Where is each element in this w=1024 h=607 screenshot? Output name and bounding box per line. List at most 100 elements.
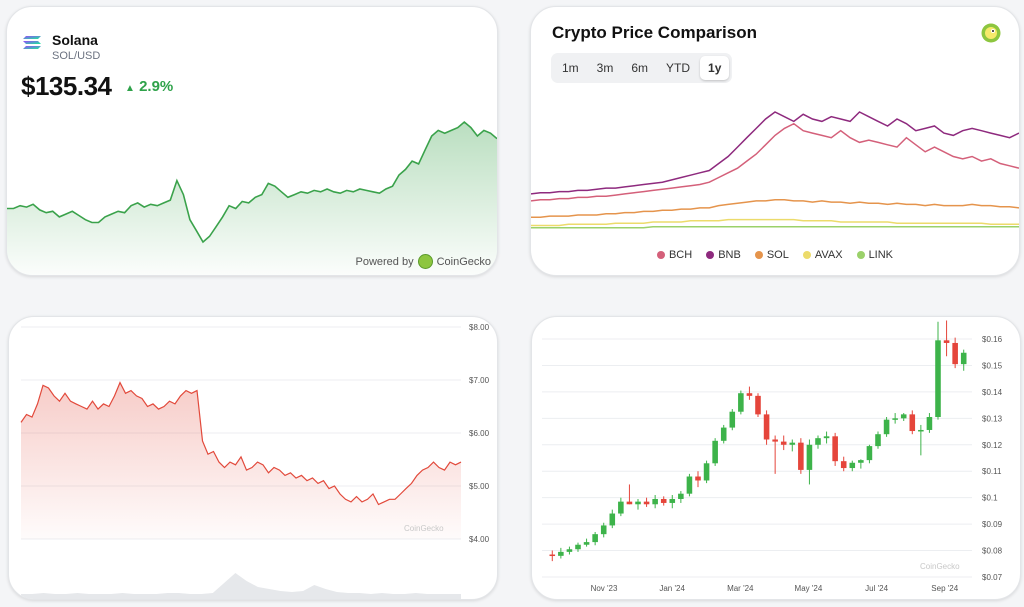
tab-ytd[interactable]: YTD [666,61,691,75]
tab-1m[interactable]: 1m [562,61,579,75]
candle-body [892,418,898,420]
candle-body [652,498,658,505]
y-tick-label: $0.1 [982,494,998,503]
current-price: $135.34 [21,71,112,101]
legend-dot [656,251,665,259]
candle-body [626,501,633,505]
chart-legend: BCH BNB SOL AVAX LINK [531,249,1019,261]
candle-body [918,429,924,432]
powered-by-label: Powered by [355,255,414,268]
y-tick-label: $0.14 [982,388,1003,397]
candle-body [755,395,761,415]
y-tick-label: $0.09 [982,520,1003,529]
comparison-title: Crypto Price Comparison [552,23,757,42]
coingecko-logo-icon [981,23,1001,43]
candle-body [583,542,590,545]
up-arrow-icon: ▲ [125,83,135,94]
series-line-sol [531,199,1019,219]
candle-body [729,411,736,428]
candle-body [780,441,787,445]
x-tick-label: Mar '24 [727,584,754,593]
legend-dot [706,251,715,259]
time-range-tabs: 1m 3m 6m YTD 1y [551,53,733,83]
y-tick-label: $0.12 [982,441,1003,450]
candlestick-chart-card: $0.16 $0.15 $0.14 $0.13 $0.12 $0.11 $0.1 $0.09 $… [531,316,1021,600]
candle-body [952,342,958,365]
candle-body [746,393,753,396]
solana-logo-icon [23,35,41,51]
y-tick-label: $5.00 [469,482,490,491]
candle-body [832,436,838,462]
x-tick-label: Jul '24 [865,584,888,593]
legend-dot [754,251,763,259]
candle-body [678,493,684,499]
candle-body [798,442,804,470]
watermark-text: CoinGecko [920,562,960,571]
series-line-bch [531,122,1019,202]
solana-area-fill [7,122,497,275]
series-line-bnb [531,111,1019,195]
candle-body [866,446,873,461]
legend-item-bch[interactable]: BCH [656,249,693,261]
red-area-chart-card: $8.00 $7.00 $6.00 $5.00 $4.00 CoinGecko [8,316,498,600]
candle-body [720,427,727,441]
candle-body [643,501,650,505]
tab-3m[interactable]: 3m [596,61,614,75]
legend-label: BCH [668,249,693,261]
y-tick-label: $0.15 [982,361,1003,370]
coin-name: Solana [52,32,98,48]
candle-body [592,534,598,543]
coin-pair: SOL/USD [52,50,101,62]
legend-dot [856,251,865,259]
y-tick-label: $4.00 [469,535,490,544]
candle-body [772,439,778,442]
legend-label: SOL [766,249,789,261]
powered-by[interactable]: Powered by CoinGecko [355,254,491,269]
candle-body [943,340,950,343]
coingecko-logo-icon [417,254,433,269]
candle-body [789,442,796,445]
candle-body [635,501,641,505]
candle-body [618,501,624,514]
y-tick-label: $0.07 [982,573,1003,582]
solana-area-chart [7,120,497,275]
candle-body [840,461,847,469]
legend-item-sol[interactable]: SOL [754,249,789,261]
red-area-fill [21,382,461,539]
candle-body [926,417,933,430]
crypto-comparison-card: Crypto Price Comparison 1m 3m 6m YTD 1y … [530,6,1020,276]
legend-item-avax[interactable]: AVAX [802,249,843,261]
candle-body [849,462,856,469]
legend-label: BNB [718,249,741,261]
legend-item-link[interactable]: LINK [856,249,894,261]
legend-label: LINK [868,249,894,261]
brand-label: CoinGecko [436,255,491,268]
candle-body [558,551,564,556]
candle-body [909,414,916,432]
candle-body [763,414,770,440]
candle-body [695,476,701,481]
tab-6m[interactable]: 6m [631,61,649,75]
candle-body [815,438,821,445]
price-change: ▲ 2.9% [125,78,173,95]
candle-body [575,544,581,550]
tab-1y[interactable]: 1y [700,56,730,80]
candle-body [549,554,556,557]
candle-body [566,549,573,552]
x-tick-label: Jan '24 [659,584,685,593]
candle-body [600,525,607,535]
x-tick-label: Sep '24 [931,584,958,593]
x-tick-label: Nov '23 [591,584,618,593]
candle-body [858,460,864,463]
red-area-chart: $8.00 $7.00 $6.00 $5.00 $4.00 CoinGecko [20,323,490,599]
legend-label: AVAX [814,249,843,261]
y-tick-label: $7.00 [469,376,490,385]
legend-item-bnb[interactable]: BNB [706,249,741,261]
y-tick-label: $0.11 [982,467,1002,476]
candle-body [935,340,941,418]
legend-dot [802,251,811,259]
x-tick-label: May '24 [795,584,823,593]
solana-price-line [7,120,497,244]
y-tick-label: $0.13 [982,414,1003,423]
candle-body [703,463,710,481]
